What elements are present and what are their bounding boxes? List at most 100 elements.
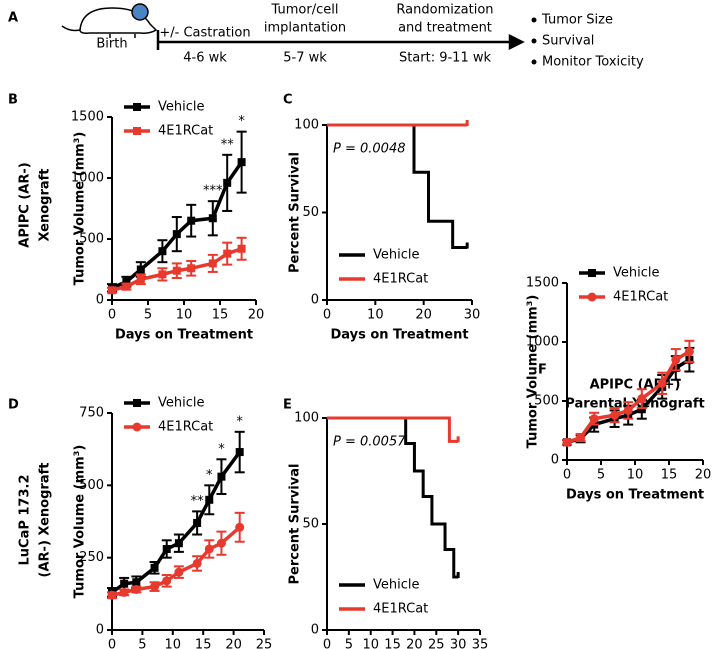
significance: * <box>238 114 245 129</box>
p-value: P = 0.0057 <box>333 435 406 450</box>
x-tick-label: 20 <box>415 308 432 323</box>
marker <box>158 270 167 279</box>
marker <box>610 410 620 420</box>
significance: * <box>236 414 243 429</box>
marker <box>107 590 117 600</box>
panel-label: E <box>283 398 292 413</box>
legend-label: Vehicle <box>158 396 205 411</box>
x-axis-label: Days on Treatment <box>115 328 253 343</box>
significance: *** <box>203 184 223 199</box>
survival-line <box>327 123 468 249</box>
y-axis-label: Tumor Volume (mm³) <box>73 132 88 286</box>
marker <box>637 394 647 404</box>
x-tick-label: 30 <box>450 638 467 649</box>
marker <box>122 277 131 286</box>
panel-label: A <box>8 11 18 26</box>
stage-time: Start: 9-11 wk <box>399 51 492 66</box>
stage-event: Randomization <box>396 3 493 18</box>
marker <box>162 544 171 553</box>
marker <box>208 259 217 268</box>
y-tick-label: 0 <box>311 623 319 638</box>
x-tick-label: 10 <box>176 308 193 323</box>
x-axis-label: Days on Treatment <box>566 488 704 503</box>
y-tick-label: 50 <box>302 517 319 532</box>
marker <box>637 405 646 414</box>
legend-marker <box>133 127 141 135</box>
survival-line <box>327 416 459 579</box>
y-axis-label: Percent Survival <box>288 152 303 273</box>
y-tick-label: 500 <box>534 394 559 409</box>
side-label: (AR-) Xenograft <box>38 463 53 578</box>
x-tick-label: 15 <box>661 468 678 483</box>
marker <box>132 578 141 587</box>
legend-marker <box>587 292 597 302</box>
legend-label: 4E1RCat <box>373 272 428 287</box>
marker <box>187 216 196 225</box>
legend-marker <box>133 103 141 111</box>
legend-marker <box>588 269 596 277</box>
outcome: Survival <box>542 34 594 49</box>
y-tick-label: 100 <box>294 118 319 133</box>
legend-label: Vehicle <box>158 100 205 115</box>
panel-label: F <box>538 363 547 378</box>
legend-label: 4E1RCat <box>158 124 213 139</box>
stage-time: 5-7 wk <box>283 51 327 66</box>
side-label: APIPC (AR-) <box>18 162 33 247</box>
y-axis-label: Tumor Volume (mm³) <box>73 445 88 599</box>
outcome: Tumor Size <box>541 13 613 28</box>
y-tick-label: 0 <box>551 453 559 468</box>
legend-label: Vehicle <box>613 266 660 281</box>
x-axis-label: Days on Treatment <box>330 328 468 343</box>
stage-event: Tumor/cell <box>271 3 339 18</box>
marker <box>235 522 245 532</box>
x-tick-label: 15 <box>384 638 401 649</box>
y-tick-label: 1500 <box>71 110 104 125</box>
y-tick-label: 1500 <box>526 276 559 291</box>
x-tick-label: 5 <box>144 308 152 323</box>
marker <box>223 178 232 187</box>
x-tick-label: 5 <box>345 638 353 649</box>
y-tick-label: 1000 <box>71 171 104 186</box>
marker <box>237 158 246 167</box>
stage-event: +/- Castration <box>159 26 250 41</box>
y-tick-label: 0 <box>311 293 319 308</box>
x-tick-label: 0 <box>108 638 116 649</box>
marker <box>623 405 633 415</box>
panel-label: B <box>8 93 18 108</box>
bullet <box>531 59 537 65</box>
marker <box>235 448 244 457</box>
y-tick-label: 750 <box>79 406 104 421</box>
legend-label: 4E1RCat <box>373 602 428 617</box>
marker <box>136 275 145 284</box>
stage-time: 4-6 wk <box>183 51 227 66</box>
x-tick-label: 10 <box>627 468 644 483</box>
marker <box>204 544 214 554</box>
x-tick-label: 5 <box>138 638 146 649</box>
marker <box>205 495 214 504</box>
marker <box>108 286 116 295</box>
y-tick-label: 500 <box>79 478 104 493</box>
marker <box>576 433 586 443</box>
y-tick-label: 0 <box>96 293 104 308</box>
marker <box>122 282 131 291</box>
x-tick-label: 10 <box>165 638 182 649</box>
marker <box>131 584 141 594</box>
series-line <box>111 525 241 597</box>
x-tick-label: 25 <box>256 638 273 649</box>
y-tick-label: 50 <box>302 205 319 220</box>
legend-marker <box>132 422 142 432</box>
marker <box>192 558 202 568</box>
marker <box>119 587 129 597</box>
marker <box>162 576 172 586</box>
y-tick-label: 100 <box>294 411 319 426</box>
x-tick-label: 10 <box>367 308 384 323</box>
marker <box>217 472 226 481</box>
significance: * <box>206 468 213 483</box>
x-tick-label: 0 <box>323 308 331 323</box>
p-value: P = 0.0048 <box>333 142 405 157</box>
significance: * <box>218 442 225 457</box>
marker <box>562 437 572 447</box>
panel-label: D <box>8 398 19 413</box>
